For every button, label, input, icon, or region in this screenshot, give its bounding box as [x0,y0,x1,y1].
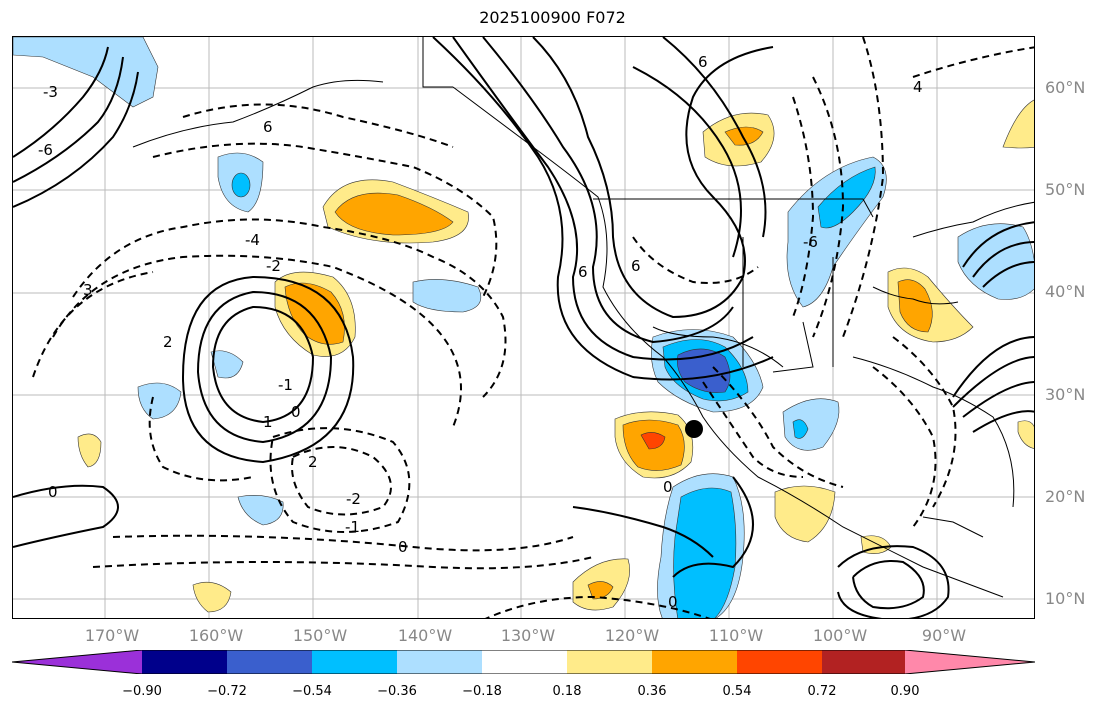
contour-label: 6 [263,118,273,136]
colorbar-segment-1 [142,650,227,674]
lon-label-160w: 160°W [188,626,244,645]
colorbar-tick: 0.54 [722,684,752,699]
colorbar-tick: −0.90 [122,684,162,699]
lat-label-50n: 50°N [1045,180,1086,199]
contour-label: -3 [43,83,58,101]
shaded-fields [13,37,1034,618]
contour-label: 0 [291,403,301,421]
colorbar-segment-7 [652,650,737,674]
storm-marker [685,420,703,438]
colorbar-segment-10 [905,650,1035,674]
colorbar-segment-5 [482,650,567,674]
contour-label: 6 [578,263,588,281]
dashed-contours [32,37,1034,618]
colorbar-tick: −0.54 [292,684,332,699]
contour-label: 0 [668,593,678,611]
lat-label-30n: 30°N [1045,385,1086,404]
lat-label-60n: 60°N [1045,78,1086,97]
lat-label-10n: 10°N [1045,589,1086,608]
lon-label-140w: 140°W [397,626,453,645]
lon-label-90w: 90°W [921,626,967,645]
map-svg: -4 -2 -2 -1 -1 0 0 0 0 0 1 2 2 -3 3 6 6 … [13,37,1034,618]
contour-label: 6 [631,257,641,275]
lon-label-110w: 110°W [708,626,764,645]
colorbar-segment-0 [12,650,142,674]
colorbar-segment-3 [312,650,397,674]
lon-label-120w: 120°W [604,626,660,645]
colorbar-segment-8 [737,650,822,674]
contour-label: 0 [398,538,408,556]
contour-label: 3 [83,281,93,299]
contour-label: -4 [245,231,260,249]
colorbar-segment-2 [227,650,312,674]
contour-label: -1 [278,376,293,394]
colorbar-tick: −0.72 [207,684,247,699]
contour-label: 0 [663,478,673,496]
solid-contours [13,37,1034,618]
contour-label: 6 [698,53,708,71]
map-panel: -4 -2 -2 -1 -1 0 0 0 0 0 1 2 2 -3 3 6 6 … [12,36,1035,619]
contour-label: 4 [913,78,923,96]
lat-label-20n: 20°N [1045,487,1086,506]
lon-label-100w: 100°W [812,626,868,645]
chart-title: 2025100900 F072 [479,8,626,27]
colorbar-segment-4 [397,650,482,674]
contour-label: -6 [803,233,818,251]
contour-label: 2 [308,453,318,471]
contour-label: -2 [266,257,281,275]
colorbar-tick: 0.18 [552,684,582,699]
colorbar-segment-9 [822,650,905,674]
contour-label: -2 [346,490,361,508]
lon-label-170w: 170°W [84,626,140,645]
contour-label-group: -4 -2 -2 -1 -1 0 0 0 0 0 1 2 2 -3 3 6 6 … [38,53,923,611]
colorbar [12,650,1035,674]
colorbar-segment-6 [567,650,652,674]
contour-label: -6 [38,141,53,159]
lat-label-40n: 40°N [1045,282,1086,301]
colorbar-tick: 0.36 [637,684,667,699]
colorbar-tick: 0.72 [807,684,837,699]
colorbar-tick: 0.90 [890,684,920,699]
colorbar-tick: −0.36 [377,684,417,699]
colorbar-tick: −0.18 [462,684,502,699]
contour-label: 0 [48,483,58,501]
lon-label-150w: 150°W [292,626,348,645]
contour-label: 1 [263,413,273,431]
lon-label-130w: 130°W [500,626,556,645]
contour-label: -1 [345,518,360,536]
graticule [13,37,1034,618]
contour-label: 2 [163,333,173,351]
